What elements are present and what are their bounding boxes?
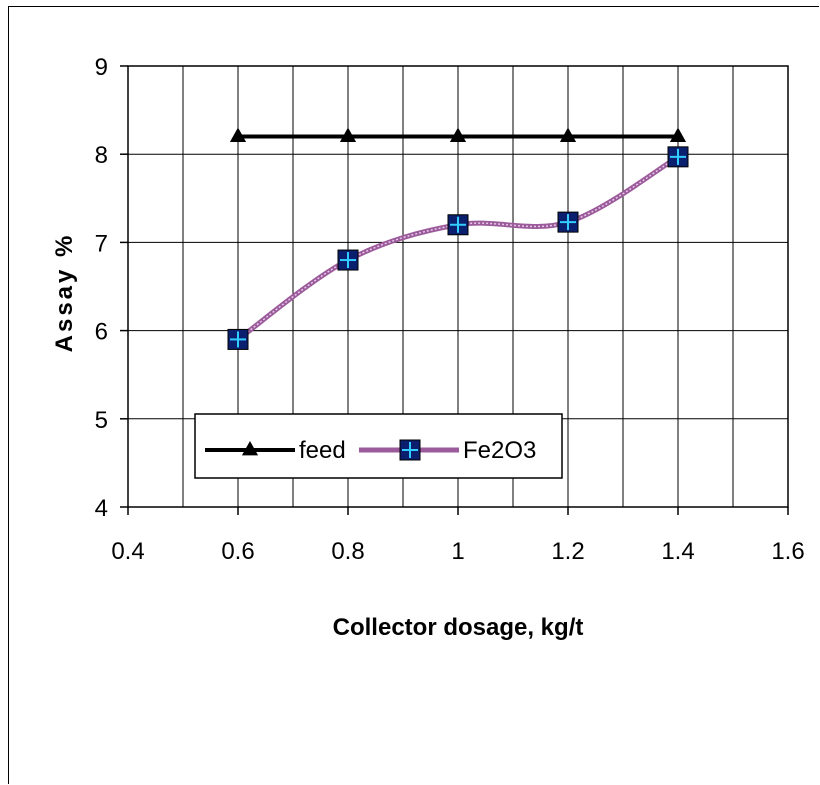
- series-feed-point: [229, 127, 247, 142]
- x-axis-ticks: 0.4 0.6 0.8 1 1.2 1.4 1.6: [111, 507, 805, 565]
- y-tick-label: 9: [95, 54, 108, 81]
- legend: feed Fe2O3: [194, 413, 563, 479]
- x-tick-label: 1.4: [661, 538, 694, 565]
- y-tick-label: 8: [95, 142, 108, 169]
- x-tick-label: 1: [451, 538, 464, 565]
- x-tick-label: 0.6: [221, 538, 254, 565]
- x-axis-title: Collector dosage, kg/t: [333, 614, 584, 641]
- series-fe2o3-point: [667, 146, 689, 168]
- chart-frame: [8, 6, 819, 784]
- legend-box: [194, 413, 563, 479]
- x-tick-label: 1.2: [551, 538, 584, 565]
- y-tick-label: 6: [95, 319, 108, 346]
- series-fe2o3-point: [337, 249, 359, 271]
- legend-feed-marker: [241, 441, 259, 456]
- series-feed-point: [559, 127, 577, 142]
- x-tick-label: 0.8: [331, 538, 364, 565]
- y-tick-label: 5: [95, 407, 108, 434]
- series: [227, 127, 689, 350]
- x-tick-label: 0.4: [111, 538, 144, 565]
- series-fe2o3-point: [447, 214, 469, 236]
- series-feed-point: [339, 127, 357, 142]
- y-axis-title: Assay %: [51, 233, 78, 353]
- legend-fe2o3-marker-shape: [399, 439, 421, 461]
- y-axis-ticks: 4 5 6 7 8 9: [95, 54, 128, 522]
- series-fe2o3-point: [557, 211, 579, 233]
- series-fe2o3-point: [227, 328, 249, 350]
- x-tick-label: 1.6: [771, 538, 804, 565]
- legend-fe2o3-marker: [399, 439, 421, 461]
- y-tick-label: 4: [95, 495, 108, 522]
- series-feed-point: [669, 127, 687, 142]
- legend-fe2o3-label: Fe2O3: [463, 437, 536, 464]
- series-feed-point: [449, 127, 467, 142]
- legend-feed-label: feed: [299, 437, 346, 464]
- y-tick-label: 7: [95, 230, 108, 257]
